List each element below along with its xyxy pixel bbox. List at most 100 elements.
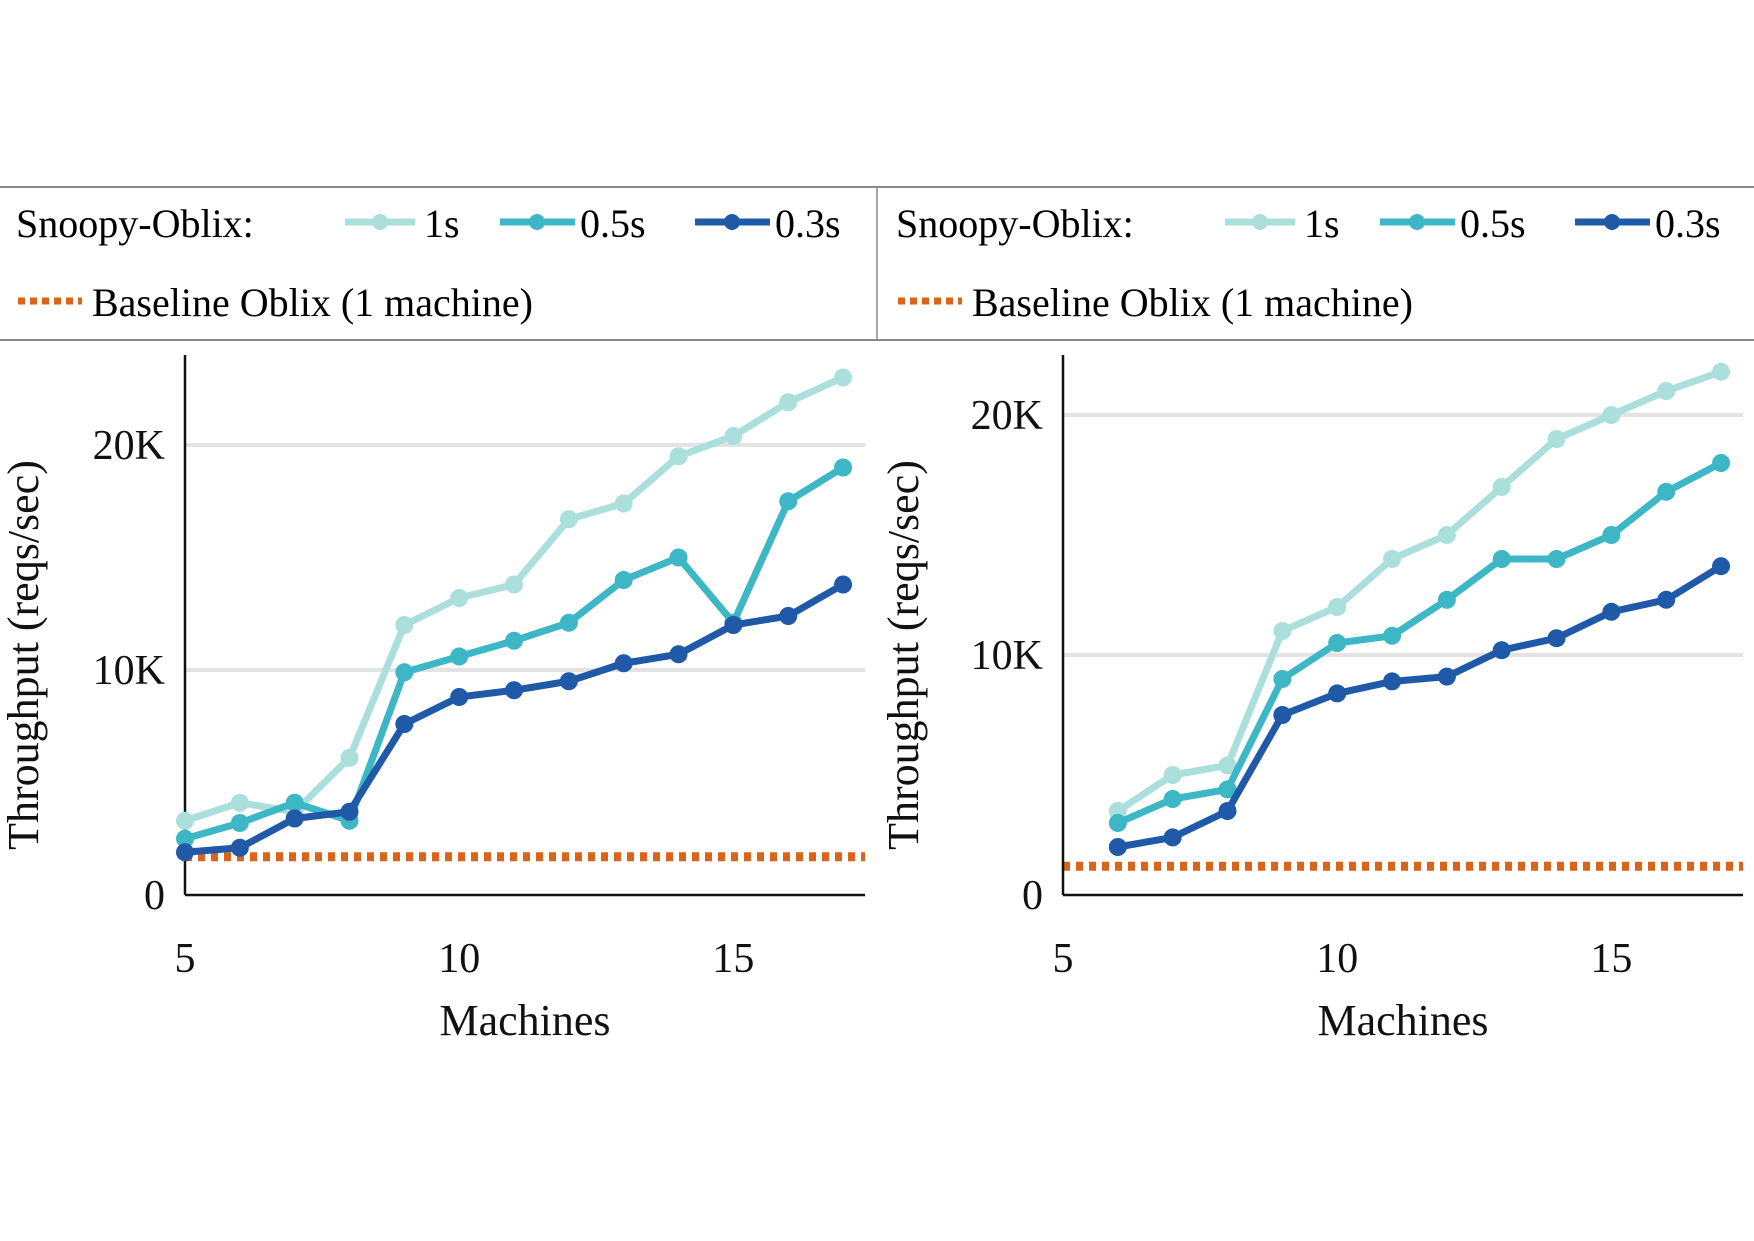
legend-prefix: Snoopy-Oblix:	[16, 201, 254, 246]
data-point-1s	[1712, 362, 1731, 381]
x-tick-label: 10	[1316, 936, 1358, 982]
legend-entry-0-5s: 0.5s	[1380, 201, 1526, 246]
data-point-0-5s	[395, 663, 414, 682]
data-point-0-5s	[1492, 550, 1511, 568]
data-point-0-3s	[1383, 672, 1402, 691]
data-point-1s	[1602, 406, 1621, 424]
legend-label-0-3s: 0.3s	[1655, 201, 1721, 246]
x-tick-label: 15	[1590, 936, 1632, 982]
data-point-0-3s	[1163, 828, 1182, 847]
data-point-0-3s	[834, 575, 853, 594]
series-line-0-5s	[1114, 459, 1725, 827]
data-point-1s	[395, 616, 414, 634]
data-point-0-5s	[176, 829, 194, 848]
legend-right: Snoopy-Oblix: 1s 0.5s 0.3s Baseline Obli…	[896, 201, 1721, 325]
data-point-1s	[834, 368, 853, 387]
legend-label-0-5s: 0.5s	[580, 201, 646, 246]
data-point-1s	[559, 510, 578, 529]
data-point-0-3s	[1218, 802, 1237, 820]
data-point-0-3s	[340, 802, 359, 821]
data-point-1s	[779, 393, 798, 412]
data-point-0-3s	[176, 843, 194, 862]
legend-label-0-5s: 0.5s	[1460, 201, 1526, 246]
data-point-0-5s	[1163, 790, 1182, 808]
data-point-1s	[1437, 526, 1456, 544]
y-tick-label: 10K	[971, 633, 1043, 679]
data-point-0-5s	[834, 458, 853, 477]
data-point-1s	[340, 748, 359, 767]
data-point-0-5s	[505, 631, 524, 650]
legend-label-baseline: Baseline Oblix (1 machine)	[92, 280, 533, 325]
data-point-0-5s	[1383, 626, 1402, 645]
data-point-0-5s	[669, 548, 688, 567]
data-point-0-3s	[285, 809, 304, 828]
y-tick-label: 20K	[93, 423, 165, 469]
legend-frame	[0, 186, 1754, 341]
data-point-0-5s	[230, 814, 249, 832]
data-point-1s	[1383, 550, 1402, 568]
data-point-0-5s	[1602, 526, 1621, 544]
legend-label-1s: 1s	[1304, 201, 1340, 246]
data-point-0-3s	[1657, 590, 1676, 609]
data-point-1s	[1163, 766, 1182, 784]
data-point-0-5s	[614, 571, 633, 589]
data-point-1s	[450, 589, 469, 607]
data-point-1s	[669, 447, 688, 466]
data-point-0-5s	[285, 793, 304, 812]
data-point-0-5s	[450, 647, 469, 666]
data-point-0-3s	[1547, 629, 1566, 648]
data-point-0-5s	[559, 613, 578, 632]
data-point-1s	[1657, 382, 1676, 400]
data-point-1s	[1328, 598, 1347, 616]
data-point-0-3s	[559, 672, 578, 691]
series-line-0-5s	[181, 464, 847, 843]
data-point-0-3s	[230, 838, 249, 857]
x-axis-label: Machines	[439, 996, 610, 1045]
data-point-0-3s	[450, 688, 469, 706]
y-tick-label: 0	[1022, 873, 1043, 919]
legend-entry-0-3s: 0.3s	[695, 201, 841, 246]
legend-label-1s: 1s	[424, 201, 460, 246]
legend-marker-1s	[1252, 214, 1268, 230]
y-tick-label: 20K	[971, 393, 1043, 439]
data-point-0-3s	[1492, 641, 1511, 660]
data-point-1s	[614, 494, 633, 513]
data-point-0-3s	[1437, 667, 1456, 686]
data-point-0-3s	[1108, 838, 1127, 856]
legend-label-0-3s: 0.3s	[775, 201, 841, 246]
data-point-0-5s	[1657, 482, 1676, 501]
data-point-0-5s	[1437, 590, 1456, 609]
data-point-1s	[1218, 756, 1237, 775]
x-tick-label: 5	[175, 936, 196, 982]
data-point-0-5s	[779, 492, 798, 511]
x-tick-label: 5	[1053, 936, 1074, 982]
legend-entry-0-5s: 0.5s	[500, 201, 646, 246]
data-point-0-3s	[395, 715, 414, 733]
data-point-1s	[230, 793, 249, 812]
y-tick-label: 10K	[93, 648, 165, 694]
data-point-0-3s	[1602, 602, 1621, 621]
legend-marker-0-5s	[1409, 214, 1425, 230]
data-point-0-5s	[1108, 814, 1127, 832]
legend-label-baseline: Baseline Oblix (1 machine)	[972, 280, 1413, 325]
legend-prefix: Snoopy-Oblix:	[896, 201, 1134, 246]
x-tick-label: 10	[438, 936, 480, 982]
legend-left: Snoopy-Oblix: 1s 0.5s 0.3s Baseline Obli…	[16, 201, 841, 325]
data-point-1s	[1273, 622, 1292, 640]
x-tick-label: 15	[712, 936, 754, 982]
data-point-0-5s	[1547, 550, 1566, 568]
legend-entry-1s: 1s	[345, 201, 460, 246]
data-point-0-3s	[1712, 557, 1731, 576]
data-point-0-3s	[779, 607, 798, 625]
y-tick-label: 0	[144, 873, 165, 919]
data-point-0-3s	[614, 654, 633, 673]
legend-marker-1s	[372, 214, 388, 230]
data-point-0-3s	[1273, 706, 1292, 724]
legend-entry-1s: 1s	[1225, 201, 1340, 246]
left-plot: 0 10K 20K 5 10 15 Machines Throughput (reqs/sec…	[0, 355, 865, 1045]
data-point-1s	[1492, 478, 1511, 496]
y-axis-label: Throughput (reqs/sec)	[0, 460, 48, 850]
data-point-1s	[724, 427, 743, 445]
legend-entry-baseline: Baseline Oblix (1 machine)	[898, 280, 1413, 325]
data-point-1s	[176, 811, 194, 830]
